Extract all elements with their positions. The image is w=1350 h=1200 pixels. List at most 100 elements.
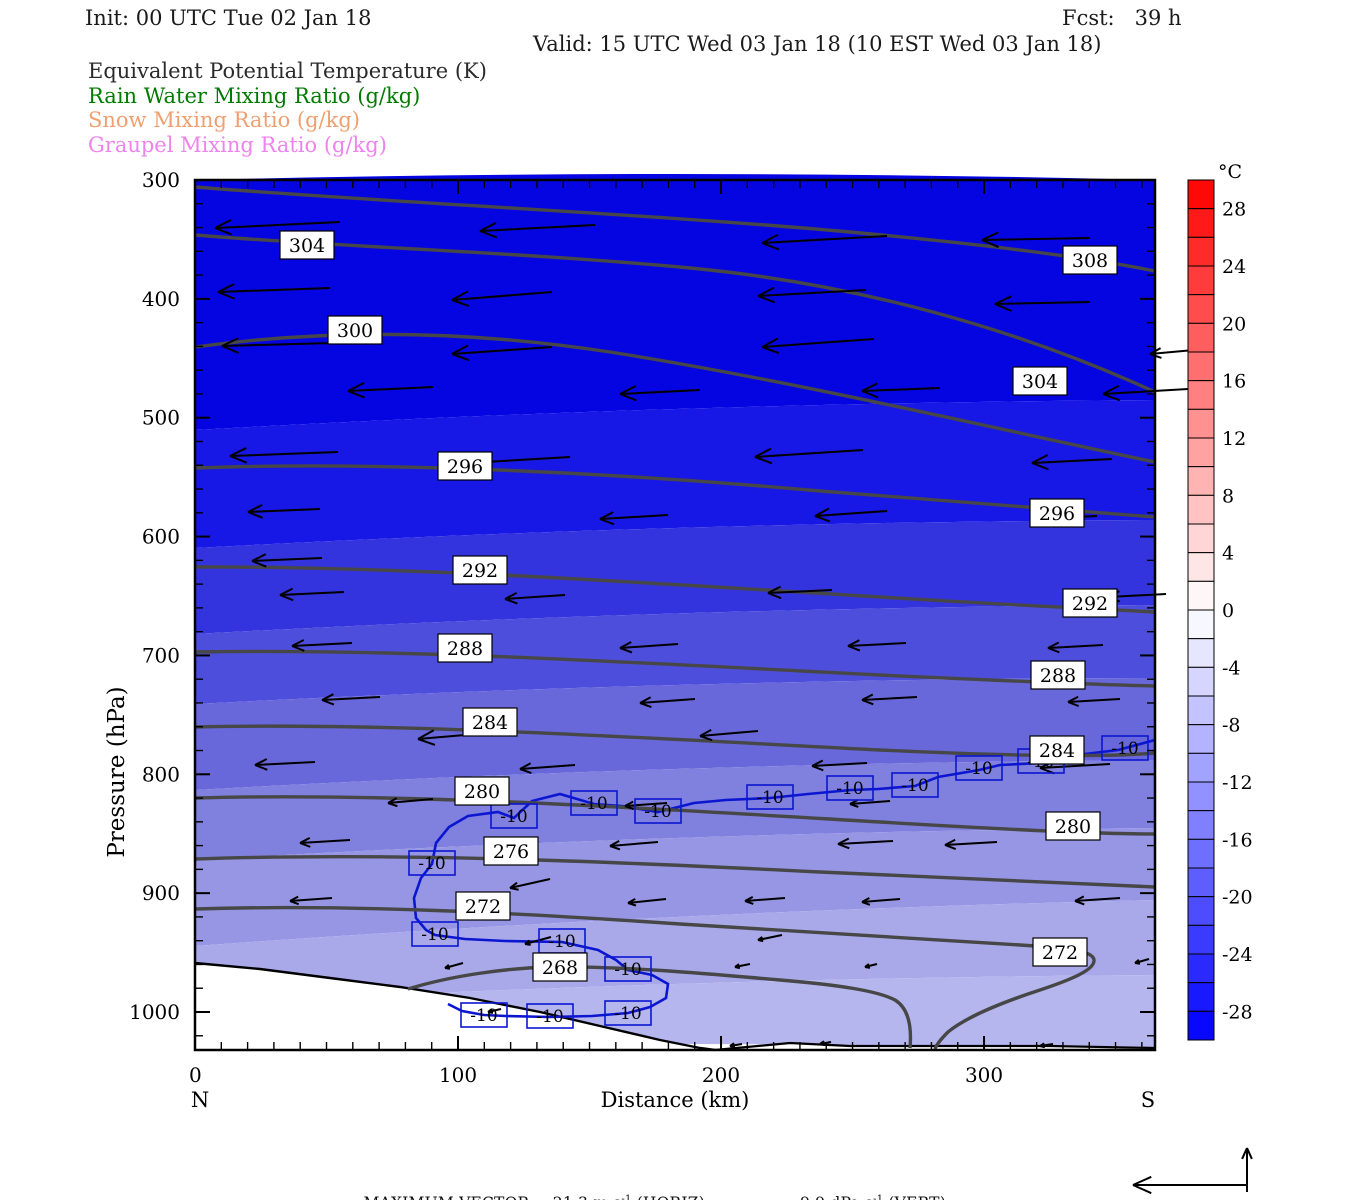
- wind-arrow: [1107, 593, 1167, 598]
- wind-arrowhead: [479, 230, 498, 239]
- wind-arrowhead: [251, 560, 267, 568]
- wind-arrow: [451, 291, 553, 301]
- minus10-label-box: [460, 1002, 508, 1028]
- wind-arrowhead: [479, 221, 497, 232]
- max-vector-caption: MAXIMUM VECTOR:21.3 m s-1 (HORIZ)9.9 dPa…: [343, 1176, 946, 1200]
- wind-arrow: [221, 342, 333, 347]
- minus10-label: -10: [580, 794, 607, 814]
- wind-arrowhead: [1132, 1184, 1152, 1195]
- wind-arrowhead: [814, 507, 830, 517]
- wind-arrow: [861, 898, 901, 903]
- wind-arrowhead: [944, 838, 956, 846]
- minus10-label: -10: [965, 759, 992, 779]
- colorbar-box: [1187, 1010, 1215, 1041]
- wind-arrowhead: [524, 939, 531, 945]
- legend-item: Rain Water Mixing Ratio (g/kg): [88, 83, 421, 108]
- wind-arrow: [944, 841, 998, 846]
- colorbar-box: [1187, 924, 1215, 955]
- legend-item: Snow Mixing Ratio (g/kg): [88, 108, 360, 132]
- wind-arrowhead: [289, 895, 299, 902]
- wind-arrowhead: [451, 344, 469, 355]
- wind-arrow: [761, 338, 875, 348]
- minus10-label: -10: [614, 1004, 641, 1024]
- wind-arrowhead: [221, 337, 239, 347]
- minus10-label: -10: [470, 1006, 497, 1026]
- wind-arrowhead: [624, 800, 634, 807]
- x-axis-left-end-label: N: [191, 1088, 209, 1112]
- max-vector-horiz: 21.3 m s: [553, 1194, 622, 1200]
- theta-e-label-box: [1029, 498, 1085, 528]
- wind-arrowhead: [729, 1042, 735, 1047]
- wind-arrowhead: [347, 382, 365, 392]
- minus10-label-box: [746, 784, 794, 810]
- colorbar-title: °C: [1218, 161, 1242, 183]
- wind-arrowhead: [509, 887, 519, 891]
- wind-arrow: [347, 386, 434, 392]
- wind-arrowhead: [861, 693, 874, 701]
- colorbar-box: [1187, 781, 1215, 812]
- wind-arrowhead: [291, 639, 305, 647]
- wind-arrowhead: [847, 639, 860, 647]
- minus10-label: -10: [418, 854, 445, 874]
- wind-arrowhead: [451, 299, 470, 307]
- wind-arrow: [757, 934, 783, 941]
- y-tick-label: 500: [142, 406, 180, 430]
- colorbar-tick-label: -4: [1222, 657, 1241, 679]
- colorbar-box: [1187, 208, 1215, 238]
- wind-arrow: [291, 642, 353, 647]
- x-tick-label: 200: [702, 1063, 740, 1087]
- y-axis-title: Pressure (hPa): [104, 686, 130, 857]
- plot-frame: [193, 178, 1157, 1052]
- wind-arrowhead: [761, 346, 780, 355]
- colorbar-box: [1187, 236, 1215, 267]
- wind-arrowhead: [1047, 647, 1060, 654]
- theta-e-label: 280: [1055, 816, 1091, 838]
- theta-e-labels: 304 308 300 304 296 296 292 292 288 288 284 284 280 2…: [279, 230, 1118, 982]
- theta-e-label: 280: [464, 781, 500, 803]
- wind-arrowhead: [417, 738, 436, 746]
- y-tick-label: 700: [142, 643, 180, 667]
- wind-arrow: [479, 224, 596, 232]
- theta-e-label-box: [1062, 245, 1118, 275]
- wind-arrowhead: [761, 242, 780, 251]
- minus10-label: -10: [536, 1007, 563, 1027]
- wind-arrow: [744, 897, 786, 902]
- temperature-fill: [195, 174, 1155, 1050]
- wind-arrowhead: [214, 227, 233, 236]
- wind-arrowhead: [619, 647, 633, 654]
- wind-arrow: [1074, 897, 1121, 902]
- minus10-label: -10: [421, 925, 448, 945]
- minus10-label: -10: [644, 802, 671, 822]
- colorbar-box: [1187, 408, 1215, 439]
- wind-arrowhead: [757, 936, 763, 941]
- wind-arrowhead: [299, 837, 311, 844]
- wind-arrowhead: [1067, 695, 1079, 703]
- wind-arrowhead: [861, 901, 871, 906]
- wind-arrow: [1039, 763, 1111, 769]
- wind-arrowhead: [291, 645, 305, 652]
- wind-arrowhead: [387, 797, 398, 804]
- wind-arrowhead: [619, 641, 632, 649]
- wind-arrowhead: [994, 295, 1012, 305]
- fill-band: [195, 900, 1155, 1005]
- wind-arrowhead: [444, 964, 450, 969]
- theta-e-label-box: [279, 230, 335, 260]
- wind-arrow: [217, 287, 331, 293]
- wind-arrow: [861, 387, 941, 392]
- wind-arrowhead: [217, 291, 236, 300]
- wind-arrowhead: [1067, 701, 1080, 707]
- wind-arrowhead: [811, 765, 824, 772]
- y-tick-label: 900: [142, 881, 180, 905]
- wind-arrowhead: [1031, 454, 1049, 464]
- wind-arrowhead: [347, 390, 366, 399]
- minus10-label: -10: [500, 807, 527, 827]
- wind-arrowhead: [1102, 384, 1120, 395]
- colorbar-tick-label: -24: [1222, 944, 1253, 966]
- theta-e-label-box: [483, 836, 539, 866]
- wind-arrowhead: [1132, 1175, 1152, 1186]
- wind-arrowhead: [744, 900, 754, 905]
- theta-e-label-box: [462, 707, 518, 737]
- theta-e-label-box: [1029, 735, 1085, 765]
- theta-e-label: 288: [447, 638, 483, 660]
- wind-arrowhead: [639, 696, 652, 704]
